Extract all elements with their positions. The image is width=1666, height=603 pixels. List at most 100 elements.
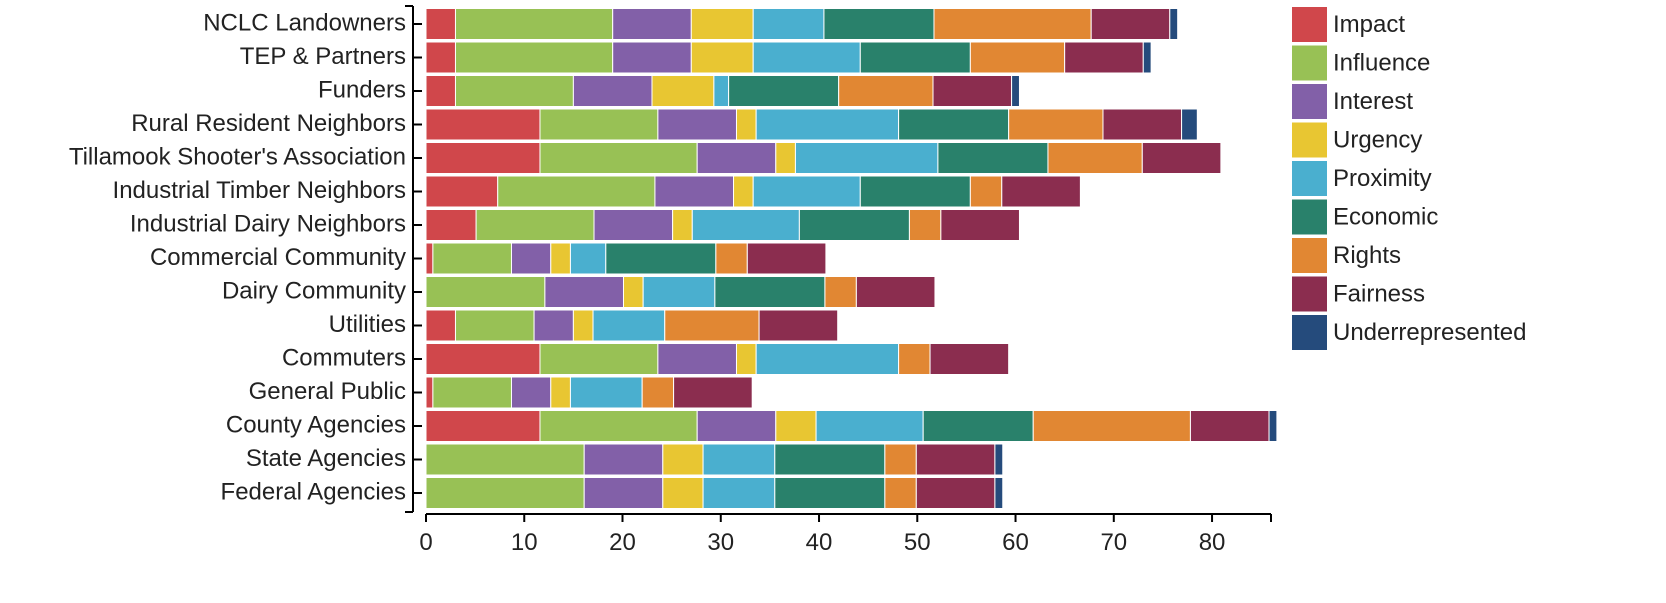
bar-segment-fairness xyxy=(1090,8,1171,40)
legend-swatch xyxy=(1292,276,1327,312)
bar-row-general-public xyxy=(425,376,753,409)
bar-segment-impact xyxy=(425,8,456,40)
bar-segment-interest xyxy=(510,242,552,275)
bar-segment-proximity xyxy=(755,343,900,375)
x-tick-label: 10 xyxy=(511,529,538,556)
bars-layer xyxy=(425,8,1278,509)
bar-segment-impact xyxy=(425,376,434,409)
bar-segment-urgency xyxy=(651,75,715,107)
bar-segment-urgency xyxy=(733,175,754,208)
bar-segment-fairness xyxy=(746,242,827,275)
bar-segment-interest xyxy=(510,376,552,409)
category-label: NCLC Landowners xyxy=(203,9,406,36)
legend-label: Interest xyxy=(1333,88,1413,115)
bar-segment-fairness xyxy=(1001,175,1081,208)
category-label: State Agencies xyxy=(246,445,406,472)
bar-segment-economic xyxy=(774,477,886,509)
legend-item-economic: Economic xyxy=(1292,199,1438,235)
bar-segment-impact xyxy=(425,142,541,174)
bar-segment-proximity xyxy=(702,443,776,476)
bar-segment-fairness xyxy=(940,209,1020,241)
category-label: Funders xyxy=(318,76,406,103)
bar-segment-interest xyxy=(657,343,737,375)
legend-swatch xyxy=(1292,84,1327,119)
bar-segment-impact xyxy=(425,343,541,375)
bar-segment-underrepresented xyxy=(994,477,1004,509)
legend-swatch xyxy=(1292,7,1327,42)
legend-swatch xyxy=(1292,238,1327,273)
bar-segment-proximity xyxy=(702,477,776,509)
bar-row-county-agencies xyxy=(425,410,1278,442)
bar-segment-impact xyxy=(425,309,456,342)
x-tick-label: 30 xyxy=(707,529,734,556)
legend-label: Underrepresented xyxy=(1333,319,1526,346)
bar-segment-urgency xyxy=(662,443,704,476)
bar-segment-proximity xyxy=(794,142,939,174)
bar-segment-influence xyxy=(497,175,656,208)
bar-segment-impact xyxy=(425,108,541,141)
bar-segment-underrepresented xyxy=(1011,75,1020,107)
bar-segment-urgency xyxy=(672,209,693,241)
legend-item-underrepresented: Underrepresented xyxy=(1292,315,1526,350)
bar-segment-fairness xyxy=(1064,41,1144,74)
bar-segment-influence xyxy=(475,209,595,241)
bar-segment-impact xyxy=(425,75,456,107)
bar-segment-rights xyxy=(1032,410,1191,442)
category-label: Utilities xyxy=(329,311,406,338)
bar-segment-impact xyxy=(425,410,541,442)
bar-segment-influence xyxy=(539,410,698,442)
legend-item-impact: Impact xyxy=(1292,7,1405,42)
bar-segment-fairness xyxy=(758,309,839,342)
legend-swatch xyxy=(1292,161,1327,196)
bar-segment-fairness xyxy=(673,376,753,409)
legend-swatch xyxy=(1292,315,1327,350)
bar-segment-economic xyxy=(605,242,717,275)
bar-segment-proximity xyxy=(642,276,716,308)
bar-segment-interest xyxy=(572,75,653,107)
x-axis: 0 10 20 30 40 50 60 70 80 xyxy=(419,513,1272,556)
bar-segment-rights xyxy=(641,376,675,409)
bar-segment-underrepresented xyxy=(1268,410,1278,442)
legend-item-influence: Influence xyxy=(1292,45,1430,81)
bar-segment-interest xyxy=(533,309,574,342)
legend-item-fairness: Fairness xyxy=(1292,276,1425,312)
bar-segment-urgency xyxy=(550,376,571,409)
bar-segment-interest xyxy=(612,41,692,74)
bar-segment-impact xyxy=(425,41,456,74)
y-axis: NCLC Landowners TEP & Partners Funders Rura… xyxy=(69,5,422,513)
bar-row-tep-partners xyxy=(425,41,1152,74)
bar-segment-influence xyxy=(454,41,614,74)
x-tick-label: 70 xyxy=(1100,529,1127,556)
bar-segment-urgency xyxy=(662,477,704,509)
bar-row-state-agencies xyxy=(425,443,1004,476)
bar-segment-rights xyxy=(884,443,917,476)
bar-segment-fairness xyxy=(1141,142,1222,174)
bar-segment-rights xyxy=(1047,142,1143,174)
bar-segment-proximity xyxy=(752,175,861,208)
category-label: General Public xyxy=(249,378,406,405)
x-tick-label: 40 xyxy=(806,529,833,556)
bar-segment-rights xyxy=(908,209,942,241)
bar-segment-influence xyxy=(425,276,546,308)
legend-item-urgency: Urgency xyxy=(1292,122,1422,158)
bar-segment-interest xyxy=(612,8,692,40)
bar-segment-urgency xyxy=(622,276,644,308)
bar-segment-rights xyxy=(1008,108,1104,141)
category-label: Tillamook Shooter's Association xyxy=(69,143,406,170)
legend: Impact Influence Interest Urgency Proximity E… xyxy=(1292,7,1526,350)
bar-segment-urgency xyxy=(690,41,754,74)
bar-segment-urgency xyxy=(572,309,594,342)
bar-segment-influence xyxy=(539,108,659,141)
category-label: Federal Agencies xyxy=(221,478,406,505)
bar-row-rural-resident-neighbors xyxy=(425,108,1198,141)
x-tick-label: 80 xyxy=(1199,529,1226,556)
bar-segment-proximity xyxy=(755,108,900,141)
bar-segment-interest xyxy=(593,209,674,241)
bar-segment-influence xyxy=(432,242,512,275)
legend-swatch xyxy=(1292,45,1327,81)
bar-row-industrial-dairy-neighbors xyxy=(425,209,1020,241)
legend-label: Rights xyxy=(1333,242,1401,269)
bar-segment-economic xyxy=(859,175,971,208)
bar-segment-influence xyxy=(425,477,585,509)
category-label: Industrial Dairy Neighbors xyxy=(130,210,406,237)
